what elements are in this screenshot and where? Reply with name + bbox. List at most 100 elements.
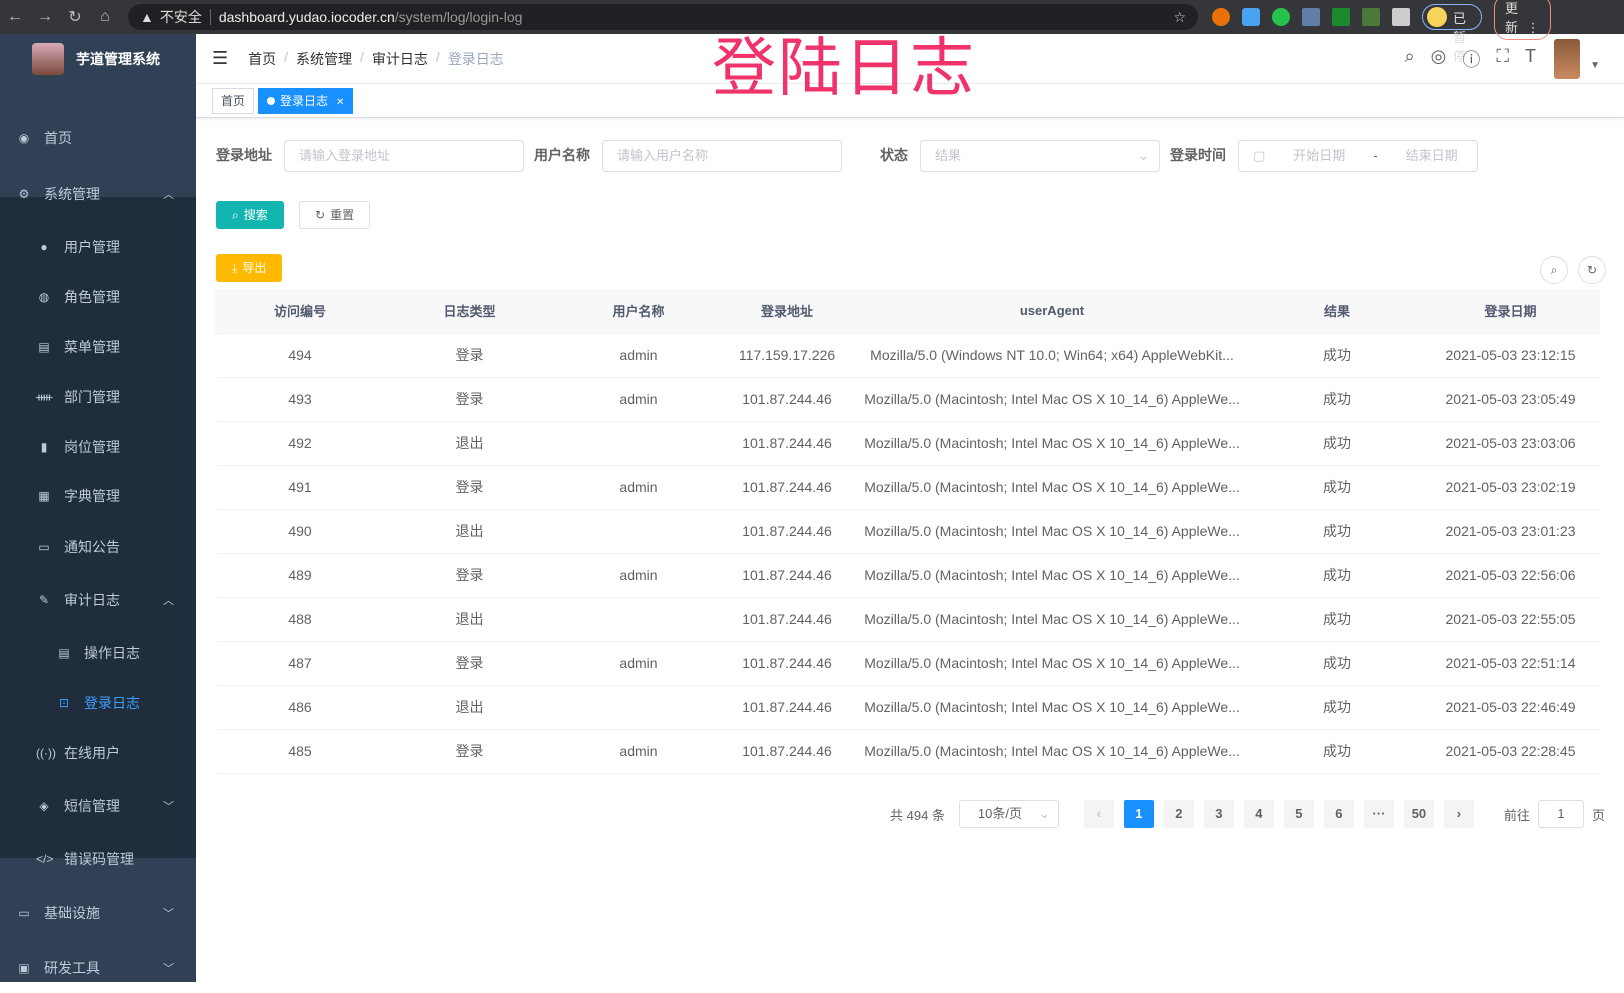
sidebar-item[interactable]: ✎ 审计日志 ︿ — [0, 575, 196, 625]
close-icon[interactable]: ✕ — [336, 97, 345, 108]
search-icon[interactable]: ⌕ — [1404, 46, 1415, 66]
sidebar-item[interactable]: ▤ 菜单管理 — [0, 322, 196, 372]
sidebar-item[interactable]: ((·)) 在线用户 — [0, 728, 196, 778]
page-button[interactable]: 1 — [1123, 800, 1154, 828]
prev-page-button[interactable]: ‹ — [1083, 800, 1114, 828]
reset-label: 重置 — [330, 208, 355, 222]
start-date[interactable]: 开始日期 — [1293, 148, 1346, 163]
page-size-value: 10条/页 — [977, 806, 1022, 821]
extension-icon[interactable] — [1332, 8, 1350, 26]
extension-icon[interactable] — [1302, 8, 1320, 26]
chevron-down-icon: ⌄ — [1039, 806, 1050, 821]
extension-icon[interactable] — [1242, 8, 1260, 26]
sidebar-item[interactable]: ▭ 通知公告 — [0, 522, 196, 572]
extension-icon[interactable] — [1212, 8, 1230, 26]
page-button[interactable]: 50 — [1403, 800, 1434, 828]
search-icon: ⌕ — [232, 208, 239, 222]
github-icon[interactable]: ◎ — [1430, 46, 1447, 66]
pagination: 共 494 条 10条/页 ⌄ ‹ 1 2 3 4 5 6 ··· 50 › 前往 1 页 — [890, 800, 1605, 828]
table-cell: 成功 — [1253, 597, 1421, 642]
profile-button[interactable]: 已暂停 — [1422, 4, 1482, 64]
font-size-icon[interactable]: T — [1525, 46, 1536, 66]
table-cell: 2021-05-03 23:02:19 — [1421, 465, 1600, 510]
refresh-button[interactable]: ↻ — [1578, 256, 1606, 284]
table-cell: 101.87.244.46 — [723, 553, 851, 598]
reset-button[interactable]: ↻ 重置 — [299, 201, 371, 229]
page-button[interactable]: 6 — [1323, 800, 1354, 828]
page-size-select[interactable]: 10条/页 ⌄ — [958, 800, 1059, 828]
page-button[interactable]: ··· — [1363, 800, 1394, 828]
table-row: 491 登录 admin 101.87.244.46 Mozilla/5.0 (Maci… — [215, 465, 1600, 510]
address-input[interactable]: 请输入登录地址 — [284, 140, 524, 172]
sidebar-item[interactable]: ⊡ 登录日志 — [0, 678, 196, 728]
profile-avatar — [1427, 7, 1447, 27]
back-icon[interactable]: ← — [7, 8, 23, 25]
bookmark-star-icon[interactable]: ☆ — [1173, 8, 1186, 25]
next-page-button[interactable]: › — [1443, 800, 1474, 828]
breadcrumb-item[interactable]: 系统管理 — [296, 50, 353, 67]
table-cell: 成功 — [1253, 729, 1421, 774]
log-icon: ✎ — [38, 593, 50, 607]
date-range-picker[interactable]: ▢ 开始日期 - 结束日期 — [1238, 140, 1478, 172]
page-button[interactable]: 5 — [1283, 800, 1314, 828]
reload-icon[interactable]: ↻ — [68, 9, 82, 26]
status-select[interactable]: 结果 ⌄ — [920, 140, 1160, 172]
tree-icon: ᚔ — [36, 390, 53, 404]
tag-login-log[interactable]: 登录日志 ✕ — [258, 88, 354, 114]
end-date[interactable]: 结束日期 — [1405, 148, 1458, 163]
page-button[interactable]: 3 — [1203, 800, 1234, 828]
page-button[interactable]: 4 — [1243, 800, 1274, 828]
sidebar-item[interactable]: ᚔ 部门管理 — [0, 372, 196, 422]
app-logo[interactable]: 芋道管理系统 — [0, 34, 196, 84]
table-cell: 2021-05-03 23:12:15 — [1421, 333, 1600, 378]
table-cell: 101.87.244.46 — [723, 729, 851, 774]
goto-page-input[interactable]: 1 — [1537, 800, 1584, 828]
user-avatar[interactable] — [1554, 39, 1580, 79]
forward-icon[interactable]: → — [37, 8, 53, 25]
sidebar-item-label: 字典管理 — [64, 488, 120, 504]
table-cell: Mozilla/5.0 (Macintosh; Intel Mac OS X 1… — [851, 729, 1253, 774]
placeholder: 请输入登录地址 — [299, 148, 391, 163]
address-bar[interactable]: ▲ 不安全 dashboard.yudao.iocoder.cn/system/… — [128, 4, 1198, 30]
fullscreen-icon[interactable]: ⛶ — [1496, 46, 1509, 66]
table-cell: 2021-05-03 22:55:05 — [1421, 597, 1600, 642]
caret-down-icon[interactable]: ▼ — [1590, 60, 1600, 71]
export-button[interactable]: ⤓ 导出 — [216, 254, 283, 282]
table-cell: 成功 — [1253, 509, 1421, 554]
table-row: 487 登录 admin 101.87.244.46 Mozilla/5.0 (Maci… — [215, 641, 1600, 686]
tag-home[interactable]: 首页 — [212, 88, 255, 114]
table-cell: Mozilla/5.0 (Windows NT 10.0; Win64; x64… — [851, 333, 1253, 378]
sidebar-item[interactable]: ◉ 首页 — [0, 113, 196, 163]
table-row: 493 登录 admin 101.87.244.46 Mozilla/5.0 (Maci… — [215, 377, 1600, 422]
sidebar-item[interactable]: ◈ 短信管理 ﹀ — [0, 781, 196, 831]
sidebar-item[interactable]: ◍ 角色管理 — [0, 272, 196, 322]
sidebar-item[interactable]: ● 用户管理 — [0, 222, 196, 272]
extension-icon[interactable] — [1362, 8, 1380, 26]
help-icon[interactable]: ⓘ — [1462, 50, 1481, 70]
search-button[interactable]: ⌕ 搜索 — [216, 201, 284, 229]
home-icon[interactable]: ⌂ — [100, 8, 110, 25]
sidebar-item[interactable]: ▣ 研发工具 ﹀ — [0, 943, 196, 993]
sidebar-item[interactable]: ⚙ 系统管理 ︿ — [0, 169, 196, 219]
breadcrumb-item[interactable]: 审计日志 — [371, 50, 428, 67]
username-input[interactable]: 请输入用户名称 — [602, 140, 842, 172]
sidebar-item[interactable]: ▤ 操作日志 — [0, 628, 196, 678]
table-cell: 2021-05-03 22:28:45 — [1421, 729, 1600, 774]
sidebar-item[interactable]: ▦ 字典管理 — [0, 471, 196, 521]
breadcrumb-item[interactable]: 首页 — [248, 50, 277, 67]
sidebar-item[interactable]: </> 错误码管理 — [0, 834, 196, 884]
update-button[interactable]: 更新 ⋮ — [1494, 0, 1551, 40]
sidebar-item[interactable]: ▮ 岗位管理 — [0, 422, 196, 472]
table-cell: admin — [554, 553, 723, 598]
table-cell: admin — [554, 377, 723, 422]
sidebar-item[interactable]: ▭ 基础设施 ﹀ — [0, 888, 196, 938]
tag-label: 首页 — [221, 94, 246, 108]
page-button[interactable]: 2 — [1163, 800, 1194, 828]
extension-icon[interactable] — [1272, 8, 1290, 26]
table-cell: Mozilla/5.0 (Macintosh; Intel Mac OS X 1… — [851, 509, 1253, 554]
tree-table-icon: ▤ — [38, 340, 50, 354]
puzzle-icon[interactable] — [1392, 8, 1410, 26]
dashboard-icon: ◉ — [18, 131, 30, 145]
toggle-search-button[interactable]: ⌕ — [1540, 256, 1568, 284]
hamburger-icon[interactable]: ☰ — [212, 48, 229, 68]
